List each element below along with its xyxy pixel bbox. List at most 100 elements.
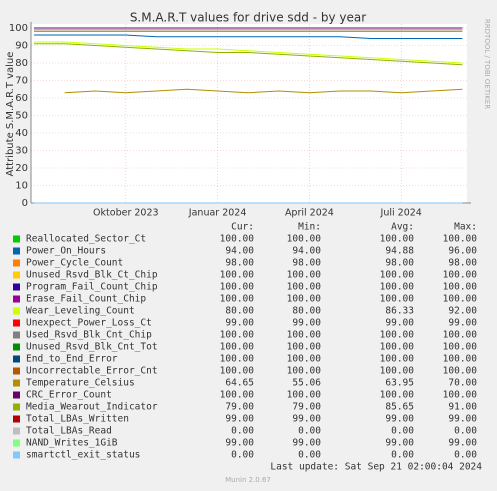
stats-header: Avg: xyxy=(391,222,414,233)
stat-value: 100.00 xyxy=(380,270,415,281)
stat-value: 79.00 xyxy=(292,402,321,413)
legend-swatch xyxy=(13,283,20,291)
stat-value: 100.00 xyxy=(443,390,478,401)
stat-value: 80.00 xyxy=(225,306,254,317)
stat-value: 99.00 xyxy=(225,318,254,329)
stat-value: 100.00 xyxy=(287,294,322,305)
stat-value: 0.00 xyxy=(231,450,254,461)
legend-label: Total_LBAs_Written xyxy=(26,414,129,425)
y-axis-label: Attribute S.M.A.R.T value xyxy=(5,52,16,177)
stat-value: 100.00 xyxy=(380,294,415,305)
legend-label: Temperature_Celsius xyxy=(26,378,135,389)
stat-value: 99.00 xyxy=(448,318,477,329)
stat-value: 100.00 xyxy=(380,390,415,401)
y-tick-label: 50 xyxy=(15,111,28,122)
stat-value: 0.00 xyxy=(391,450,414,461)
stat-value: 99.00 xyxy=(292,318,321,329)
stat-value: 100.00 xyxy=(287,282,322,293)
y-tick-label: 0 xyxy=(22,198,28,209)
y-tick-label: 20 xyxy=(15,163,28,174)
stat-value: 98.00 xyxy=(292,258,321,269)
stat-value: 70.00 xyxy=(448,378,477,389)
stat-value: 0.00 xyxy=(298,450,321,461)
y-tick-label: 60 xyxy=(15,93,28,104)
legend-label: Program_Fail_Count_Chip xyxy=(26,282,158,293)
legend-swatch xyxy=(13,367,20,375)
stat-value: 100.00 xyxy=(287,366,322,377)
legend-label: End_to_End_Error xyxy=(26,354,118,365)
stat-value: 100.00 xyxy=(380,282,415,293)
stat-value: 100.00 xyxy=(443,294,478,305)
footer: Munin 2.0.67 xyxy=(225,476,271,484)
stat-value: 100.00 xyxy=(220,234,255,245)
legend-label: Erase_Fail_Count_Chip xyxy=(26,294,146,305)
legend-swatch xyxy=(13,235,20,243)
stat-value: 100.00 xyxy=(380,354,415,365)
plot-area xyxy=(31,24,467,203)
legend-swatch xyxy=(13,355,20,363)
last-update: Last update: Sat Sep 21 02:00:04 2024 xyxy=(270,462,482,473)
stat-value: 99.00 xyxy=(385,318,414,329)
stat-value: 100.00 xyxy=(287,330,322,341)
stat-value: 100.00 xyxy=(220,354,255,365)
legend-swatch xyxy=(13,319,20,327)
stat-value: 94.88 xyxy=(385,246,414,257)
stat-value: 100.00 xyxy=(287,234,322,245)
stat-value: 86.33 xyxy=(385,306,414,317)
stat-value: 100.00 xyxy=(220,366,255,377)
stats-header: Min: xyxy=(298,222,321,233)
stat-value: 0.00 xyxy=(454,450,477,461)
stat-value: 80.00 xyxy=(292,306,321,317)
legend-label: Wear_Leveling_Count xyxy=(26,306,135,317)
stat-value: 100.00 xyxy=(287,354,322,365)
side-note: RRDTOOL / TOBI OETIKER xyxy=(483,19,491,109)
y-tick-label: 80 xyxy=(15,58,28,69)
stat-value: 99.00 xyxy=(385,438,414,449)
stat-value: 98.00 xyxy=(385,258,414,269)
series-line xyxy=(34,41,463,64)
stat-value: 99.00 xyxy=(385,414,414,425)
legend-label: CRC_Error_Count xyxy=(26,390,112,401)
stat-value: 100.00 xyxy=(220,294,255,305)
stat-value: 100.00 xyxy=(287,342,322,353)
stat-value: 94.00 xyxy=(292,246,321,257)
stat-value: 100.00 xyxy=(443,342,478,353)
legend-swatch xyxy=(13,331,20,339)
legend-swatch xyxy=(13,307,20,315)
series-line xyxy=(34,43,463,66)
legend-label: Uncorrectable_Error_Cnt xyxy=(26,366,158,377)
stat-value: 100.00 xyxy=(220,330,255,341)
stat-value: 100.00 xyxy=(443,270,478,281)
stats-header: Max: xyxy=(454,222,477,233)
stat-value: 99.00 xyxy=(225,414,254,425)
y-tick-label: 40 xyxy=(15,128,28,139)
stat-value: 100.00 xyxy=(220,282,255,293)
chart-title: S.M.A.R.T values for drive sdd - by year xyxy=(130,11,366,25)
stat-value: 100.00 xyxy=(443,354,478,365)
series-line xyxy=(64,88,463,94)
stat-value: 100.00 xyxy=(287,390,322,401)
legend-swatch xyxy=(13,439,20,447)
legend-swatch xyxy=(13,247,20,255)
legend-swatch xyxy=(13,259,20,267)
y-tick-label: 70 xyxy=(15,76,28,87)
legend-swatch xyxy=(13,343,20,351)
y-tick-label: 100 xyxy=(9,23,28,34)
stat-value: 94.00 xyxy=(225,246,254,257)
y-tick-label: 90 xyxy=(15,41,28,52)
legend-swatch xyxy=(13,379,20,387)
legend-label: Power_Cycle_Count xyxy=(26,258,123,269)
stat-value: 100.00 xyxy=(443,282,478,293)
stat-value: 55.06 xyxy=(292,378,321,389)
legend-swatch xyxy=(13,427,20,435)
stat-value: 85.65 xyxy=(385,402,414,413)
stat-value: 99.00 xyxy=(292,414,321,425)
legend-swatch xyxy=(13,415,20,423)
stat-value: 100.00 xyxy=(380,342,415,353)
legend-swatch xyxy=(13,451,20,459)
stat-value: 100.00 xyxy=(380,366,415,377)
stat-value: 99.00 xyxy=(448,438,477,449)
stat-value: 99.00 xyxy=(448,414,477,425)
x-tick-label: Juli 2024 xyxy=(380,208,422,219)
